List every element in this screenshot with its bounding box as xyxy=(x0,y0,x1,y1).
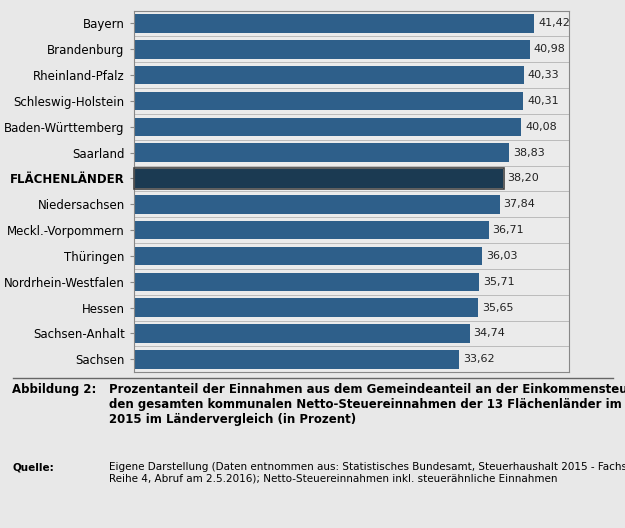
Text: 40,98: 40,98 xyxy=(534,44,566,54)
Text: 40,31: 40,31 xyxy=(528,96,559,106)
Bar xyxy=(134,168,504,189)
Bar xyxy=(134,66,524,84)
Bar xyxy=(134,350,459,369)
Text: 36,71: 36,71 xyxy=(492,225,524,235)
Text: 33,62: 33,62 xyxy=(462,354,494,364)
Text: 35,65: 35,65 xyxy=(482,303,514,313)
Text: 34,74: 34,74 xyxy=(474,328,506,338)
Text: 41,42: 41,42 xyxy=(538,18,570,29)
Bar xyxy=(134,324,470,343)
Text: 36,03: 36,03 xyxy=(486,251,518,261)
Bar xyxy=(134,143,509,162)
Bar xyxy=(134,169,503,188)
Bar xyxy=(134,92,524,110)
Text: Prozentanteil der Einnahmen aus dem Gemeindeanteil an der Einkommensteuer an
den: Prozentanteil der Einnahmen aus dem Geme… xyxy=(109,383,625,426)
Text: 40,08: 40,08 xyxy=(525,122,557,132)
Text: 35,71: 35,71 xyxy=(483,277,514,287)
Bar xyxy=(134,272,479,291)
Text: 38,83: 38,83 xyxy=(513,148,545,158)
Text: Eigene Darstellung (Daten entnommen aus: Statistisches Bundesamt, Steuerhaushalt: Eigene Darstellung (Daten entnommen aus:… xyxy=(109,462,625,484)
Bar xyxy=(134,14,534,33)
Bar xyxy=(134,247,482,265)
Bar xyxy=(134,118,521,136)
Text: 38,20: 38,20 xyxy=(507,174,539,184)
Bar xyxy=(134,40,530,59)
Bar xyxy=(134,195,499,214)
Bar xyxy=(134,298,479,317)
Text: 40,33: 40,33 xyxy=(528,70,559,80)
Text: 37,84: 37,84 xyxy=(504,199,536,209)
Text: Abbildung 2:: Abbildung 2: xyxy=(12,383,97,396)
Bar xyxy=(134,221,489,240)
Text: Quelle:: Quelle: xyxy=(12,462,54,472)
